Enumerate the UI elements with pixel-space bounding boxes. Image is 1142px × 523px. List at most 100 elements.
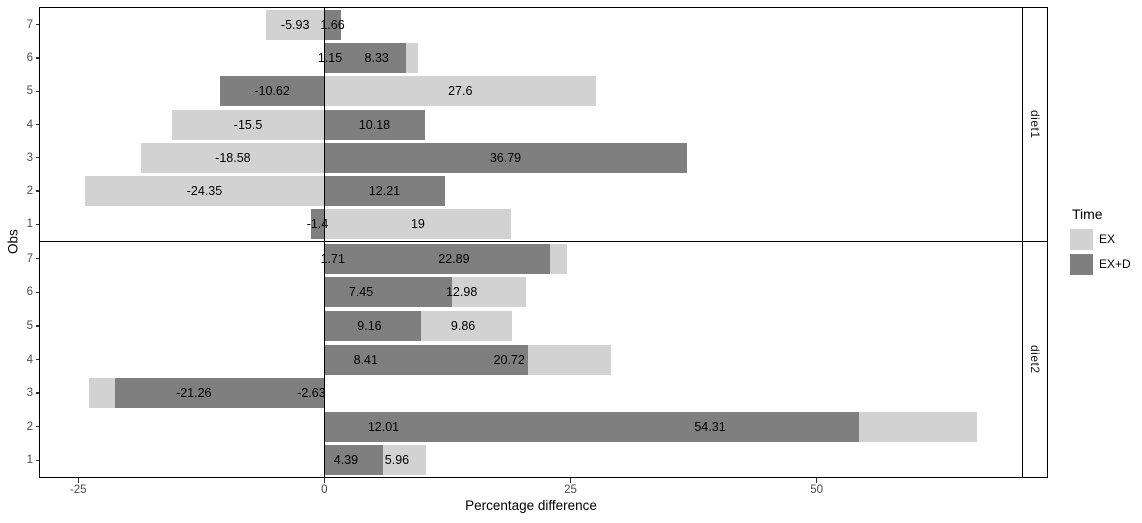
bar-segment-exd xyxy=(219,76,325,107)
bar-value-label-exd: 12.21 xyxy=(368,184,401,199)
bar-value-label-ex: -2.63 xyxy=(297,386,326,401)
bar-segment-exd xyxy=(324,277,453,308)
bar-segment-ex xyxy=(452,277,526,308)
y-axis-title: Obs xyxy=(5,229,21,255)
bar-value-label-ex: 7.45 xyxy=(348,285,374,300)
bar-value-label-exd: 9.86 xyxy=(450,318,476,333)
y-tick-mark xyxy=(36,425,40,428)
x-tick-mark xyxy=(323,478,326,483)
bar-value-label-ex: 9.16 xyxy=(357,318,382,333)
facet-strip: diet2 xyxy=(1022,241,1048,478)
bar-segment-ex xyxy=(84,176,325,207)
bar-value-label-ex: 19 xyxy=(410,217,425,232)
y-tick-mark xyxy=(36,190,40,192)
bar-value-label-exd: 10.18 xyxy=(358,117,391,132)
y-tick-label: 2 xyxy=(26,185,33,198)
bar-segment-exd xyxy=(324,445,384,476)
facet-strip-label: diet2 xyxy=(1028,345,1042,374)
bar-value-label-ex: 12.01 xyxy=(367,419,400,434)
y-tick-mark xyxy=(36,23,40,26)
y-tick-label: 5 xyxy=(26,85,33,98)
y-tick-label: 6 xyxy=(26,51,33,64)
x-tick-label: 25 xyxy=(564,484,577,496)
y-tick-label: 6 xyxy=(26,286,33,299)
y-tick-label: 3 xyxy=(26,151,33,164)
bar-segment-exd xyxy=(324,344,529,375)
bar-segment-exd xyxy=(310,209,325,240)
y-tick-mark xyxy=(36,57,40,59)
bar-value-label-exd: 12.98 xyxy=(445,285,478,300)
bar-value-label-exd: 22.89 xyxy=(438,251,470,266)
bar-value-label-exd: 1.66 xyxy=(320,17,345,32)
bar-value-label-ex: 1.15 xyxy=(317,50,343,65)
bar-value-label-ex: 4.39 xyxy=(333,453,359,468)
bar-segment-ex xyxy=(383,445,427,476)
zero-reference-line xyxy=(323,242,326,477)
y-tick-label: 3 xyxy=(26,387,33,400)
bar-segment-ex xyxy=(89,378,116,409)
bar-value-label-exd: 36.79 xyxy=(489,150,522,165)
bar-segment-ex xyxy=(324,76,597,107)
y-tick-label: 5 xyxy=(26,319,33,332)
x-tick-mark xyxy=(569,478,572,483)
legend-entry-ex: EX xyxy=(1070,229,1142,250)
y-tick-label: 2 xyxy=(26,420,33,433)
y-tick-mark xyxy=(36,123,40,126)
zero-reference-line xyxy=(323,8,326,241)
y-tick-mark xyxy=(36,90,40,92)
legend-label-ex: EX xyxy=(1099,232,1116,246)
bar-value-label-ex: 8.41 xyxy=(353,352,378,367)
bar-segment-ex xyxy=(421,310,512,341)
bar-value-label-ex: -15.5 xyxy=(233,117,263,132)
bar-value-label-ex: 1.71 xyxy=(320,251,345,266)
x-tick-label: 0 xyxy=(321,484,328,496)
bar-value-label-ex: 27.6 xyxy=(448,84,473,99)
bar-segment-exd xyxy=(324,142,687,173)
bar-value-label-exd: 5.96 xyxy=(384,453,410,468)
y-tick-mark xyxy=(36,258,40,260)
bar-value-label-ex: -5.93 xyxy=(280,17,310,32)
bar-segment-exd xyxy=(324,9,341,40)
y-tick-mark xyxy=(36,392,40,394)
legend-swatch-ex xyxy=(1070,229,1093,250)
bar-segment-ex xyxy=(171,109,325,140)
bar-segment-ex xyxy=(406,42,418,73)
bar-value-label-ex: -24.35 xyxy=(186,184,223,199)
x-tick-mark xyxy=(77,478,79,483)
y-tick-mark xyxy=(36,459,40,461)
legend-title: Time xyxy=(1072,206,1103,222)
bar-value-label-exd: 20.72 xyxy=(493,352,525,367)
bar-segment-exd xyxy=(324,243,550,274)
x-tick-label: -25 xyxy=(69,484,87,496)
y-tick-label: 1 xyxy=(26,454,33,467)
y-tick-label: 1 xyxy=(26,218,33,231)
bar-segment-ex xyxy=(265,9,325,40)
bar-segment-ex xyxy=(528,344,612,375)
y-tick-label: 7 xyxy=(26,18,33,31)
bar-value-label-exd: -1.4 xyxy=(306,217,329,232)
bar-segment-exd xyxy=(324,109,425,140)
bar-value-label-exd: -21.26 xyxy=(176,386,212,401)
y-tick-mark xyxy=(36,223,40,226)
bar-segment-exd xyxy=(324,411,860,442)
bar-value-label-exd: 8.33 xyxy=(364,50,389,65)
facet-strip-label: diet1 xyxy=(1028,110,1042,139)
legend-swatch-exd xyxy=(1070,254,1093,275)
facet-strip: diet1 xyxy=(1022,7,1048,242)
x-axis-title: Percentage difference xyxy=(465,498,597,513)
bar-segment-exd xyxy=(324,176,445,207)
legend-label-exd: EX+D xyxy=(1099,257,1131,271)
y-tick-mark xyxy=(36,358,40,361)
bar-segment-ex xyxy=(324,209,512,240)
y-tick-label: 7 xyxy=(26,252,33,265)
bar-value-label-ex: -18.58 xyxy=(215,150,251,165)
x-tick-label: 50 xyxy=(810,484,824,496)
bar-segment-ex xyxy=(141,142,325,173)
legend: Time EX EX+D xyxy=(1070,206,1142,279)
bar-segment-exd xyxy=(115,378,325,409)
bar-value-label-exd: -10.62 xyxy=(254,84,290,99)
y-tick-label: 4 xyxy=(26,353,33,366)
bar-segment-ex xyxy=(549,243,567,274)
y-tick-mark xyxy=(36,157,40,159)
